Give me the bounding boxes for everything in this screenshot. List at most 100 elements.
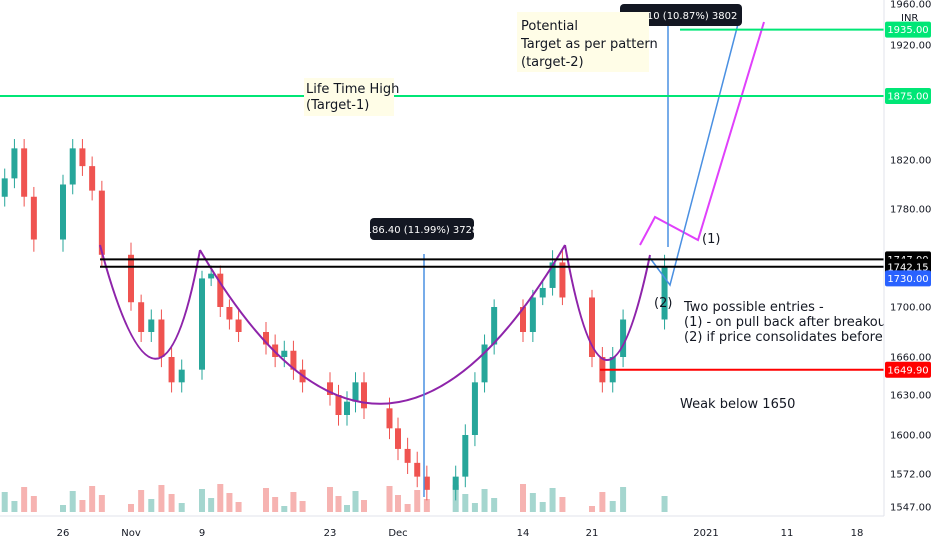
price-label-text: 1875.00 xyxy=(887,92,928,103)
candle-body xyxy=(529,297,536,332)
annotation-line: Weak below 1650 xyxy=(680,397,795,412)
volume-bar xyxy=(559,497,566,512)
annotation-line: (1) xyxy=(702,232,720,247)
volume-bar xyxy=(529,493,536,512)
candle-body xyxy=(21,148,28,197)
candle-body xyxy=(520,307,526,332)
price-tick-label: 1700.00 xyxy=(890,303,931,314)
price-tick-label: 1600.00 xyxy=(890,431,931,442)
volume-bar xyxy=(609,501,616,512)
annotation-line: (2) xyxy=(654,296,672,311)
candle-body xyxy=(549,262,556,288)
horizontal-lines xyxy=(0,28,884,371)
annotation-background xyxy=(517,12,649,72)
volume-bar xyxy=(235,502,242,512)
volume-bar xyxy=(299,501,306,512)
candle-body xyxy=(414,462,421,477)
volume-bar xyxy=(491,498,498,512)
price-label-text: 1935.00 xyxy=(887,25,928,36)
time-tick-label: Dec xyxy=(388,528,407,539)
volume-bar xyxy=(199,489,205,512)
price-label-text: 1649.90 xyxy=(887,365,928,376)
price-tick-label: 1547.00 xyxy=(890,503,931,514)
volume-bar xyxy=(281,506,288,512)
volume-bar xyxy=(386,486,393,512)
volume-bar xyxy=(414,490,421,512)
annotations: 186.40 (11.99%) 3728 190.10 (10.87%) 3802… xyxy=(304,4,931,412)
volume-bar xyxy=(98,495,105,512)
volume-bar xyxy=(599,492,606,512)
candle-body xyxy=(661,267,668,320)
measure-box-text: 190.10 (10.87%) 3802 xyxy=(625,11,738,22)
candle-body xyxy=(60,184,66,240)
annotation-line: (target-2) xyxy=(521,55,584,70)
volume-bar xyxy=(361,500,367,512)
candle-body xyxy=(263,332,269,345)
candle-body xyxy=(491,307,498,345)
candle-body xyxy=(98,190,105,255)
right-cup-curve xyxy=(564,244,651,361)
candle-body xyxy=(11,148,18,179)
candle-body xyxy=(361,382,367,409)
measure-box xyxy=(620,4,742,26)
price-tick-label: 1960.00 xyxy=(890,0,931,11)
candle-body xyxy=(89,166,96,191)
candle-body xyxy=(344,401,350,415)
volume-bar xyxy=(226,493,233,512)
candle-body xyxy=(235,319,242,332)
main-cup-curve xyxy=(199,244,566,405)
candle-body xyxy=(462,435,469,477)
candle-body xyxy=(404,448,411,463)
volume-bar xyxy=(290,492,297,512)
price-labels: 1935.001875.001747.001742.151730.001649.… xyxy=(885,21,931,378)
candle-body xyxy=(226,307,233,320)
price-label-box xyxy=(885,270,931,287)
left-cup-curve xyxy=(99,244,201,360)
time-axis[interactable]: 26 Nov 9 23 Dec 14 21 2021 11 18 xyxy=(57,528,864,539)
candle-body xyxy=(168,357,175,383)
candle-body xyxy=(589,297,595,357)
candle-body xyxy=(178,369,185,383)
volume-bar xyxy=(661,496,668,512)
annotation-line: (Target-1) xyxy=(306,98,369,113)
volume-bar xyxy=(549,488,556,512)
volume-bar xyxy=(148,499,155,512)
volume-bar xyxy=(344,505,350,512)
annotation-line: Life Time High xyxy=(306,82,399,97)
price-label-box xyxy=(885,361,931,378)
volume-bar xyxy=(138,490,145,512)
candle-body xyxy=(335,395,342,415)
volume-bar xyxy=(481,489,488,512)
candle-body xyxy=(386,408,393,429)
time-tick-label: 14 xyxy=(517,528,530,539)
candle-body xyxy=(281,350,288,357)
volume-bar xyxy=(589,506,595,512)
volume-bar xyxy=(327,487,333,512)
volume-bar xyxy=(168,494,175,512)
time-tick-label: 23 xyxy=(324,528,337,539)
measure-box-text: 186.40 (11.99%) 3728 xyxy=(366,225,479,236)
volume-bar xyxy=(462,494,469,512)
price-label-text: 1730.00 xyxy=(887,274,928,285)
time-tick-label: 26 xyxy=(57,528,70,539)
annotation-line: (2) if price consolidates before breako xyxy=(684,330,931,345)
candle-body xyxy=(471,382,478,435)
volume-bars xyxy=(1,484,668,512)
volume-bar xyxy=(79,500,86,512)
volume-bar xyxy=(158,485,165,512)
candle-body xyxy=(423,476,430,490)
volume-bar xyxy=(352,491,359,512)
price-tick-label: 1780.00 xyxy=(890,205,931,216)
volume-bar xyxy=(423,499,430,512)
currency-label: INR xyxy=(901,13,918,24)
time-tick-label: 11 xyxy=(781,528,794,539)
candle-body xyxy=(620,319,627,357)
time-tick-label: Nov xyxy=(121,528,141,539)
candle-body xyxy=(199,278,205,370)
volume-bar xyxy=(217,484,224,512)
candle-body xyxy=(69,148,76,185)
volume-bar xyxy=(263,488,269,512)
annotation-line: Target as per pattern xyxy=(520,37,658,52)
